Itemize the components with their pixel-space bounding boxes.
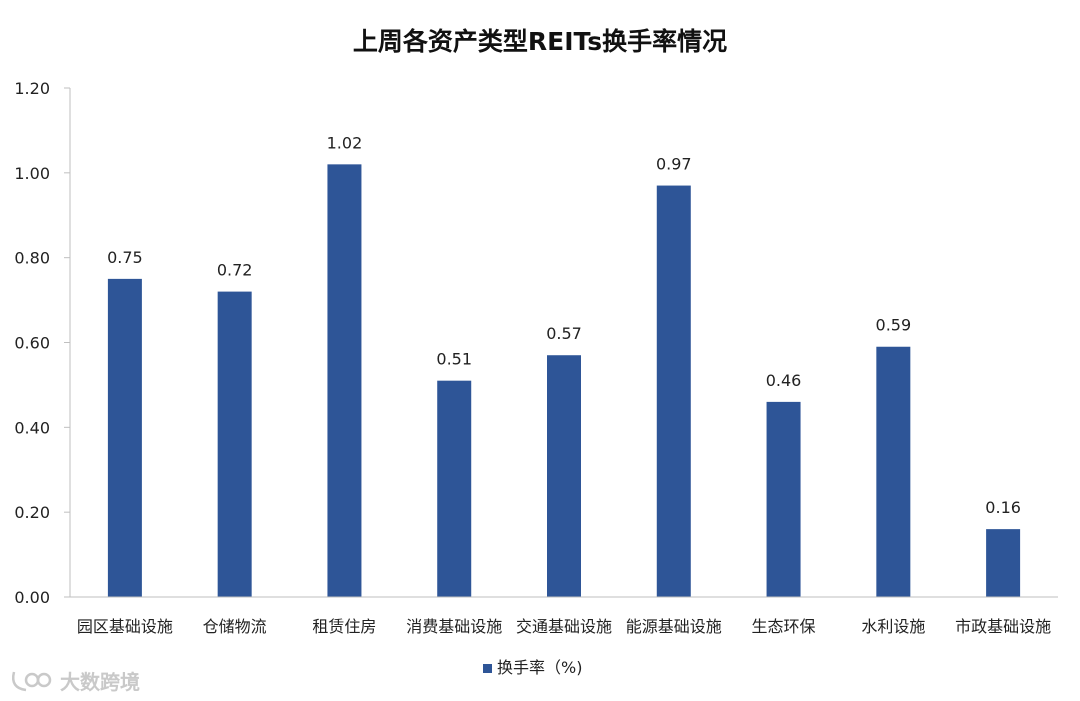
x-axis: 园区基础设施 仓储物流 租赁住房 消费基础设施 交通基础设施 能源基础设施 生态环保 水利设施… [70,596,1058,636]
bar [547,355,581,597]
watermark: 大数跨境 [12,670,140,694]
legend-swatch [483,664,492,673]
legend: 换手率（%) [483,658,582,677]
x-tick-label: 园区基础设施 [77,617,173,636]
bar [327,164,362,597]
bar [107,278,142,597]
y-axis: 0.00 0.20 0.40 0.60 0.80 1.00 1.20 [14,79,71,607]
x-tick-label: 租赁住房 [312,617,376,636]
x-tick-label: 生态环保 [752,617,816,636]
y-tick-label: 0.40 [14,418,50,437]
data-label: 0.16 [985,498,1021,517]
bar [986,529,1021,597]
watermark-logo-icon [12,671,52,692]
bar [217,291,252,597]
y-tick-label: 0.00 [14,588,50,607]
x-tick-label: 能源基础设施 [626,617,722,636]
data-label: 0.51 [436,350,472,369]
bar [766,401,801,597]
bar [437,380,472,597]
x-tick-label: 交通基础设施 [516,617,612,636]
chart-title: 上周各资产类型REITs换手率情况 [353,27,727,56]
data-label: 0.59 [876,316,912,335]
x-tick-label: 消费基础设施 [406,617,502,636]
bar [656,185,691,597]
data-label: 0.75 [107,248,143,267]
data-label: 0.72 [217,261,253,280]
y-tick-label: 1.00 [14,164,50,183]
data-label: 1.02 [327,133,363,152]
data-label: 0.57 [546,324,582,343]
bar [876,346,911,597]
y-tick-label: 1.20 [14,79,50,98]
y-tick-label: 0.60 [14,334,50,353]
y-tick-label: 0.20 [14,503,50,522]
data-label: 0.97 [656,155,692,174]
watermark-text: 大数跨境 [60,670,140,694]
legend-label: 换手率（%) [497,658,582,677]
bars: 0.75 0.72 1.02 0.51 0.57 0.97 0.46 0.59 0.16 [107,133,1021,597]
x-tick-label: 市政基础设施 [955,617,1051,636]
x-tick-label: 水利设施 [861,617,925,636]
y-tick-label: 0.80 [14,249,50,268]
data-label: 0.46 [766,371,802,390]
x-tick-label: 仓储物流 [203,617,267,636]
